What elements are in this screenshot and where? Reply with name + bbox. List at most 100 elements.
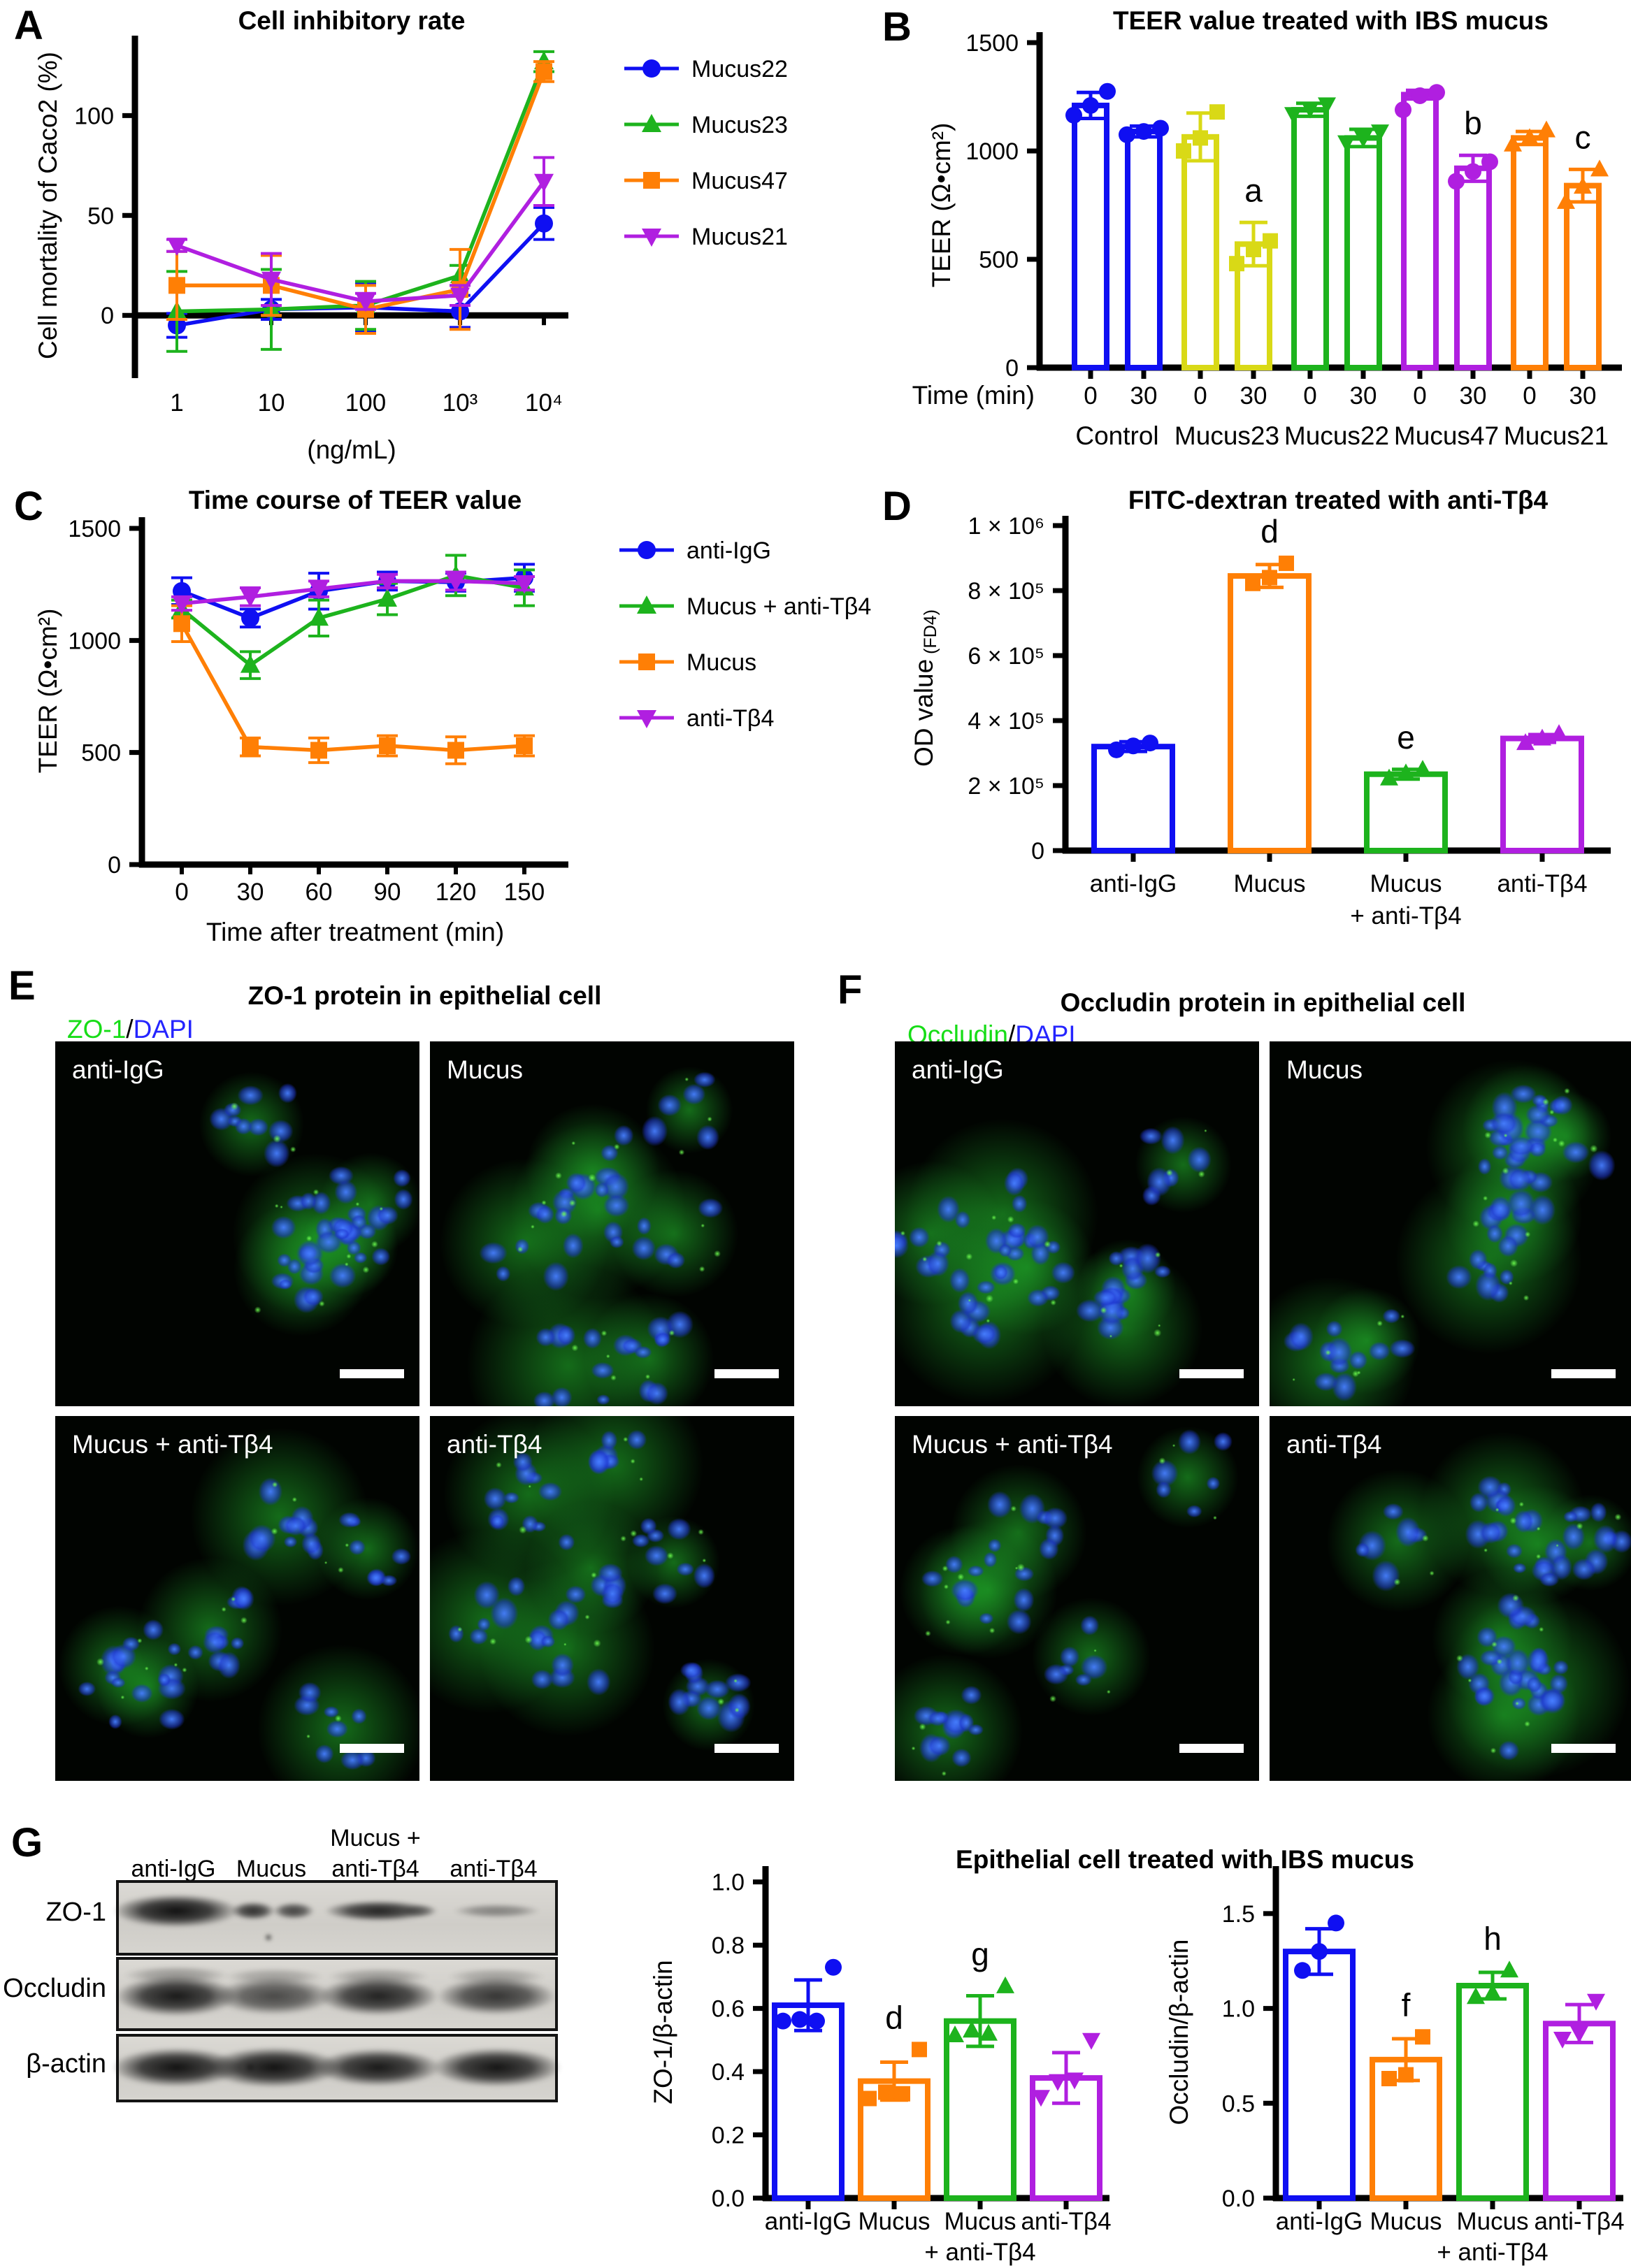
legend-label: Mucus22 <box>691 56 788 82</box>
chart-svg-D: 0 2 × 10⁵ 4 × 10⁵ 6 × 10⁵ 8 × 10⁵ 1 × 10⁶ OD v… <box>910 486 1611 930</box>
y-axis: 0 2 × 10⁵ 4 × 10⁵ 6 × 10⁵ 8 × 10⁵ 1 × 10⁶ OD v… <box>910 513 1069 865</box>
panel-zo1-micrographs: ZO-1 protein in epithelial cell ZO-1/DAP… <box>0 963 812 1792</box>
y-tick-label: 1 × 10⁶ <box>968 513 1044 540</box>
blot-band <box>437 1977 556 2015</box>
chart-occludin-beta-actin: 0.0 0.5 1.0 1.5 Occludin/β-actin anti-IgG Mucu… <box>1140 1817 1631 2268</box>
micrograph-anti-t-4: anti-Tβ4 <box>1270 1416 1631 1781</box>
panel-a-letter: A <box>14 3 43 48</box>
marker-triangle-up <box>1537 120 1555 138</box>
bar <box>1454 165 1492 371</box>
bar <box>1072 102 1109 370</box>
marker-triangle-up <box>1467 1987 1485 2005</box>
scale-bar <box>1551 1369 1616 1378</box>
y-tick-label: 1.0 <box>1222 1996 1255 2023</box>
blot-band <box>318 1977 438 2016</box>
legend-label: Mucus23 <box>691 112 788 138</box>
marker-triangle-up <box>240 654 260 673</box>
marker-triangle-down <box>1065 2072 1084 2090</box>
marker-triangle-down <box>637 710 656 728</box>
marker-triangle-down <box>1284 107 1302 124</box>
marker-triangle-up <box>963 2021 981 2038</box>
marker-circle <box>1142 735 1158 752</box>
x-axis-label: (ng/mL) <box>307 435 396 464</box>
chart-svg-G2: 0.0 0.5 1.0 1.5 Occludin/β-actin anti-IgG Mucu… <box>1165 1866 1625 2266</box>
y-tick-label: 1.0 <box>712 1870 745 1896</box>
marker-triangle-up <box>979 2023 998 2041</box>
blot-band <box>452 1904 540 1918</box>
marker-square <box>1229 256 1244 272</box>
marker-circle <box>791 2011 808 2028</box>
blot-band <box>324 1900 433 1921</box>
y-axis-label: Occludin/β-actin <box>1165 1940 1193 2125</box>
marker-circle <box>1152 120 1169 137</box>
marker-circle <box>1328 1914 1344 1932</box>
marker-square <box>1262 570 1277 586</box>
y-axis-label: Cell mortality of Caco2 (%) <box>34 52 62 359</box>
series-anti-Tβ4 <box>171 570 535 614</box>
x-tick-label: anti-Tβ4 <box>1534 2208 1624 2235</box>
group-Mucus21: c <box>1504 119 1609 370</box>
blot-band <box>447 1968 545 1985</box>
marker-circle <box>1065 106 1082 124</box>
chart-teer-ibs-mucus: 0 500 1000 1500 TEER (Ω•cm²) TEER value treat… <box>875 4 1631 468</box>
marker-square <box>173 615 190 633</box>
bar <box>1291 107 1329 370</box>
x-tick-label: anti-Tβ4 <box>1021 2208 1111 2235</box>
group-Mucus22 <box>1284 97 1389 370</box>
chart-fitc-dextran: 0 2 × 10⁵ 4 × 10⁵ 6 × 10⁵ 8 × 10⁵ 1 × 10⁶ OD v… <box>875 484 1631 948</box>
marker-square <box>1415 2029 1430 2045</box>
x-tick-label: Mucus <box>1456 2208 1528 2235</box>
x-tick-label: 120 <box>436 879 476 906</box>
x-tick-label: 100 <box>345 389 386 417</box>
x-row-label: Time (min) <box>912 381 1035 410</box>
marker-square <box>638 653 655 670</box>
bar-group-anti-Tβ4 <box>1500 724 1584 854</box>
bar <box>1511 135 1549 370</box>
marker-circle <box>1125 737 1142 755</box>
x-axis: anti-IgG Mucus Mucus + anti-Tβ4 anti-Tβ4 <box>1063 847 1611 930</box>
marker-square <box>1193 130 1208 146</box>
scale-bar <box>340 1369 404 1378</box>
x-tick-label: 30 <box>1240 382 1267 410</box>
chart-svg-A: 0 50 100 Cell mortality of Caco2 (%) Cell in… <box>34 6 788 464</box>
marker-triangle-down <box>1301 101 1319 119</box>
x-tick-label: 30 <box>1350 382 1377 410</box>
panel-g-title: Epithelial cell treated with IBS mucus <box>956 1845 1414 1874</box>
x-tick-label: 10⁴ <box>525 389 563 417</box>
micrograph-mucus-anti-t-4: Mucus + anti-Tβ4 <box>55 1416 419 1781</box>
marker-triangle-down <box>450 287 470 306</box>
marker-triangle-up <box>996 1976 1014 1993</box>
marker-triangle-down <box>1032 2090 1050 2107</box>
bar <box>1228 573 1312 853</box>
x-tick-label: 0 <box>175 879 188 906</box>
significance-letter: e <box>1397 719 1415 756</box>
marker-circle <box>1119 126 1135 143</box>
scale-bar <box>714 1369 779 1378</box>
y-axis-label: TEER (Ω•cm²) <box>34 609 62 774</box>
group-Control <box>1065 82 1169 370</box>
marker-triangle-down <box>1371 124 1389 142</box>
blot-band <box>124 1966 229 1984</box>
scale-bar <box>1179 1369 1244 1378</box>
marker-circle <box>1135 123 1152 140</box>
y-tick-label: 0.5 <box>1222 2090 1255 2117</box>
marker-triangle-down <box>446 573 466 592</box>
bar-group-Mucus: h <box>1456 1920 1529 2201</box>
y-tick-label: 1500 <box>965 30 1019 57</box>
marker-square <box>168 277 185 294</box>
micrograph-anti-t-4: anti-Tβ4 <box>430 1416 794 1781</box>
micrograph-anti-igg: anti-IgG <box>55 1041 419 1406</box>
scale-bar <box>1551 1744 1616 1753</box>
y-tick-label: 0 <box>1031 838 1044 865</box>
bar <box>1344 135 1382 370</box>
y-tick-label: 100 <box>74 103 114 129</box>
legend: anti-IgG Mucus + anti-Tβ4 Mucus anti-Tβ4 <box>619 537 871 732</box>
marker-square <box>1246 242 1261 258</box>
chart-zo1-beta-actin: 0.0 0.2 0.4 0.6 0.8 1.0 ZO-1/β-actin anti-IgG Mu… <box>615 1817 1135 2268</box>
marker-square <box>643 172 660 189</box>
marker-circle <box>638 541 656 559</box>
scale-bar <box>1179 1744 1244 1753</box>
legend: Mucus22 Mucus23 Mucus47 Mucus21 <box>624 56 788 250</box>
blot-band <box>231 1902 275 1920</box>
